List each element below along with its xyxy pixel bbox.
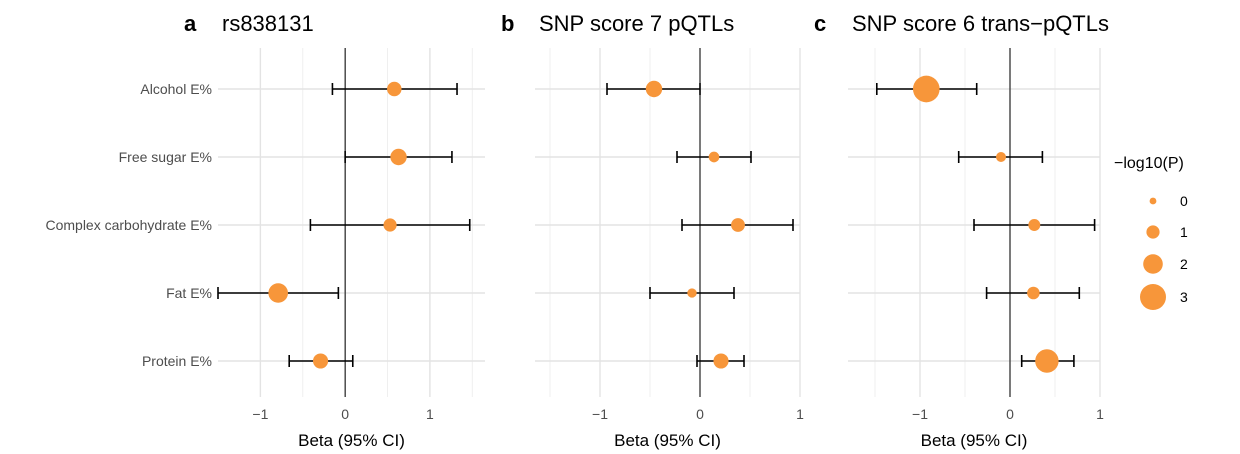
category-label: Protein E%: [142, 353, 212, 369]
x-tick-label: −1: [912, 406, 928, 422]
x-axis-title: Beta (95% CI): [921, 431, 1028, 450]
data-point: [390, 148, 407, 166]
category-label: Free sugar E%: [119, 149, 212, 165]
data-point: [645, 80, 663, 98]
category-label: Complex carbohydrate E%: [45, 217, 212, 233]
legend-size-key: [1140, 284, 1166, 310]
data-point: [912, 75, 940, 103]
panel-letter: b: [501, 11, 514, 36]
x-tick-label: 0: [1006, 406, 1014, 422]
legend: −log10(P) 0 1 2 3: [1114, 155, 1188, 310]
panel-title: SNP score 7 pQTLs: [539, 11, 734, 36]
x-tick-label: 0: [696, 406, 704, 422]
panel-title: rs838131: [222, 11, 314, 36]
panel-title: SNP score 6 trans−pQTLs: [852, 11, 1109, 36]
data-point: [1027, 286, 1040, 300]
x-tick-label: −1: [252, 406, 268, 422]
legend-size-key: [1143, 254, 1163, 274]
legend-size-key: [1149, 197, 1157, 205]
x-tick-label: 1: [1096, 406, 1104, 422]
data-point: [313, 353, 329, 369]
data-point: [713, 353, 729, 369]
legend-label: 1: [1180, 224, 1188, 240]
panel-c: −1 0 1 Beta (95% CI) c SNP score 6 trans−pQTL…: [814, 11, 1109, 450]
x-tick-label: 1: [796, 406, 804, 422]
panel-b: −1 0 1 Beta (95% CI) b SNP score 7 pQTLs: [501, 11, 804, 450]
data-point: [1035, 349, 1059, 373]
data-point: [387, 81, 402, 97]
panel-letter: a: [184, 11, 197, 36]
data-point: [268, 283, 288, 303]
legend-title: −log10(P): [1114, 155, 1184, 172]
legend-label: 2: [1180, 256, 1188, 272]
data-point: [1028, 219, 1041, 231]
legend-label: 0: [1180, 193, 1188, 209]
data-point: [687, 288, 697, 298]
x-tick-label: 0: [341, 406, 349, 422]
x-axis-title: Beta (95% CI): [298, 431, 405, 450]
data-point: [708, 151, 720, 163]
data-point: [996, 152, 1006, 162]
x-tick-label: −1: [592, 406, 608, 422]
panel-a: Alcohol E% Free sugar E% Complex carbohydr…: [45, 11, 485, 450]
x-tick-label: 1: [426, 406, 434, 422]
legend-size-key: [1146, 225, 1160, 239]
data-point: [731, 218, 745, 232]
panel-letter: c: [814, 11, 826, 36]
category-label: Alcohol E%: [140, 81, 212, 97]
category-label: Fat E%: [166, 285, 212, 301]
x-axis-title: Beta (95% CI): [614, 431, 721, 450]
data-point: [383, 218, 397, 232]
legend-label: 3: [1180, 289, 1188, 305]
